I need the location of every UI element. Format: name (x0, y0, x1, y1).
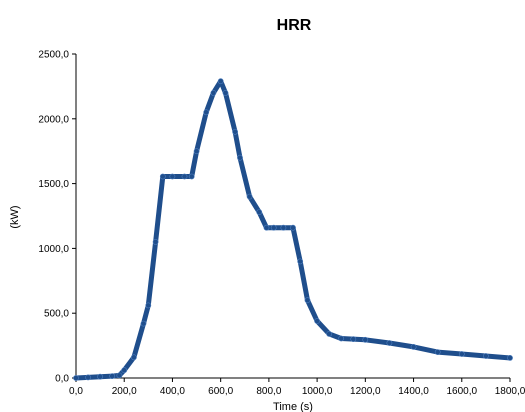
hrr-data-point (270, 224, 277, 231)
hrr-data-point (314, 318, 320, 324)
hrr-data-point (246, 193, 253, 200)
hrr-data-point (458, 351, 465, 357)
hrr-series-line (73, 78, 513, 381)
hrr-data-point (203, 109, 210, 116)
hrr-data-point (159, 173, 166, 180)
y-axis-label: (kW) (9, 205, 21, 228)
hrr-data-point (188, 173, 195, 180)
x-tick-label: 1800,0 (495, 386, 525, 397)
hrr-data-point (116, 372, 123, 379)
y-tick-label: 500,0 (44, 309, 69, 320)
x-tick-label: 400,0 (160, 386, 185, 397)
hrr-data-point (507, 354, 513, 361)
hrr-data-point (130, 354, 137, 361)
hrr-data-point (434, 349, 441, 355)
x-tick-label: 600,0 (208, 386, 233, 397)
hrr-data-point (290, 224, 296, 231)
y-tick-label: 1500,0 (38, 179, 69, 190)
hrr-data-point (121, 367, 128, 374)
hrr-data-point (350, 336, 357, 342)
hrr-data-point (222, 90, 229, 96)
hrr-data-point (297, 258, 304, 265)
y-tick-label: 0,0 (55, 374, 69, 385)
hrr-data-point (85, 374, 91, 381)
hrr-data-point (263, 224, 270, 231)
x-tick-label: 0,0 (69, 386, 83, 397)
hrr-data-point (73, 375, 79, 381)
x-axis-label: Time (s) (273, 401, 313, 412)
x-tick-label: 1200,0 (350, 386, 381, 397)
hrr-data-point (109, 373, 116, 379)
x-tick-label: 1000,0 (302, 386, 333, 397)
hrr-data-point (140, 320, 147, 327)
hrr-data-point (362, 336, 369, 343)
hrr-data-point (338, 335, 345, 342)
hrr-data-point (97, 373, 103, 380)
hrr-data-point (152, 238, 159, 245)
hrr-data-point (193, 148, 200, 155)
x-tick-label: 200,0 (112, 386, 137, 397)
hrr-data-point (326, 330, 333, 337)
x-tick-label: 1400,0 (398, 386, 429, 397)
hrr-data-point (482, 353, 489, 359)
hrr-data-point (217, 78, 224, 85)
x-tick-label: 1600,0 (446, 386, 477, 397)
y-tick-label: 2500,0 (38, 50, 69, 61)
hrr-data-point (256, 209, 263, 215)
series-layer (73, 78, 513, 381)
y-axis: 0,0 500,0 1000,0 1500,0 2000,0 2500,0 (38, 50, 77, 385)
hrr-data-point (232, 128, 238, 135)
hrr-data-point (181, 173, 188, 180)
chart-title: HRR (277, 17, 312, 34)
hrr-data-point (304, 297, 311, 304)
hrr-data-point (145, 302, 152, 309)
x-axis: 0,0 200,0 400,0 600,0 800,0 1000,0 1200,0 1400,… (69, 377, 525, 397)
y-tick-label: 1000,0 (38, 244, 69, 255)
hrr-data-point (410, 343, 417, 350)
hrr-data-point (386, 340, 393, 346)
hrr-data-point (280, 224, 287, 231)
x-tick-label: 800,0 (256, 386, 281, 397)
hrr-data-point (210, 90, 217, 96)
hrr-data-point (237, 154, 243, 161)
y-tick-label: 2000,0 (38, 114, 69, 125)
hrr-data-point (169, 173, 176, 180)
